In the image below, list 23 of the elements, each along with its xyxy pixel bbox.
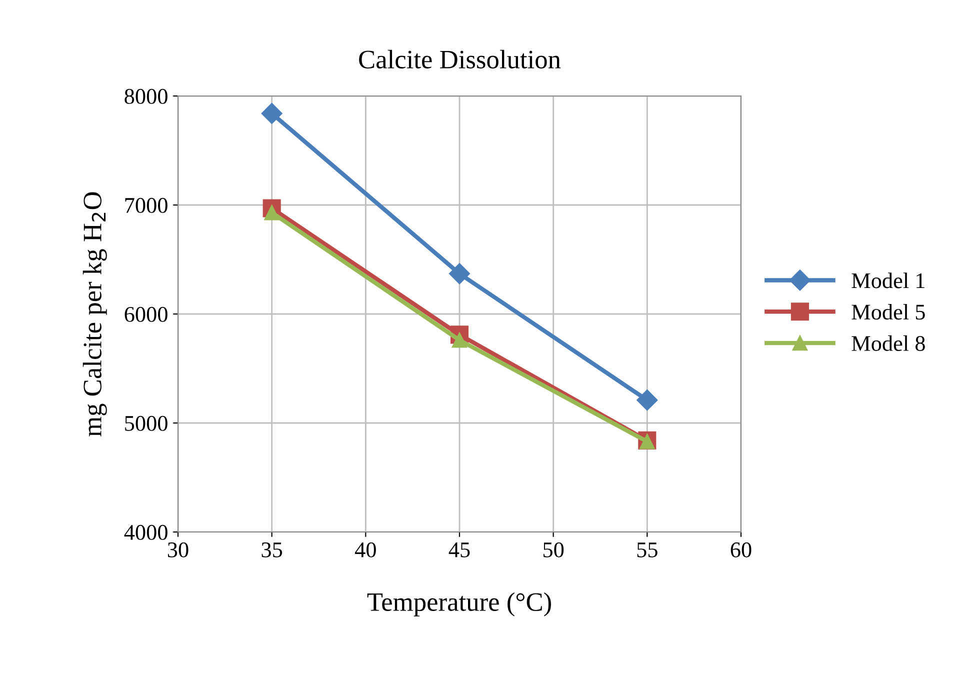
- legend-label: Model 5: [852, 304, 925, 320]
- legend-label: Model 8: [852, 335, 925, 352]
- y-tick-label: 4000: [124, 524, 168, 540]
- y-tick-label: 6000: [124, 306, 168, 322]
- y-tick-label: 5000: [125, 416, 168, 431]
- x-tick-label: 30: [168, 542, 188, 558]
- x-tick-label: 35: [262, 542, 282, 558]
- y-tick-label: 8000: [124, 88, 168, 104]
- x-tick-label: 60: [730, 542, 752, 558]
- y-axis-title: mg Calcite per kg H$_{2}$O: [82, 192, 107, 436]
- x-tick-label: 45: [448, 542, 470, 558]
- point: [636, 390, 658, 411]
- x-tick-label: 40: [354, 542, 376, 558]
- y-tick-label: 7000: [125, 198, 168, 213]
- point: [448, 263, 470, 284]
- chart-title: Calcite Dissolution: [359, 50, 561, 68]
- point: [261, 102, 282, 124]
- point: [264, 204, 280, 220]
- legend-label: Model 1: [852, 272, 924, 288]
- x-tick-label: 50: [544, 542, 564, 558]
- x-tick-label: 55: [637, 542, 658, 558]
- x-axis-title: Temperature (°C): [367, 592, 551, 616]
- point: [452, 332, 468, 348]
